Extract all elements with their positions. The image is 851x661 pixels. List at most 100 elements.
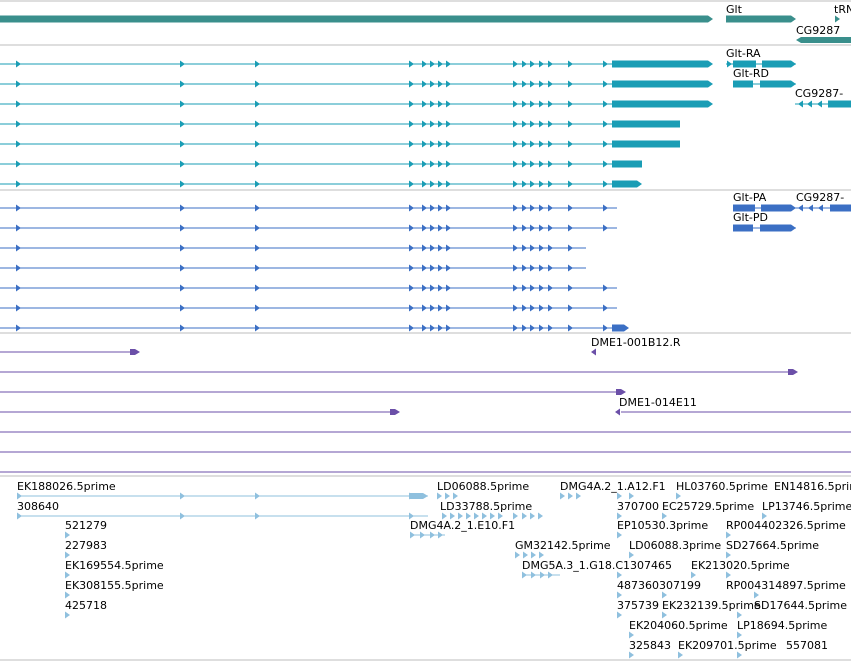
est-feature[interactable]: LP18694.5prime bbox=[737, 619, 828, 632]
est-feature[interactable]: 227983 bbox=[65, 539, 107, 552]
est-label: LP13746.5prime bbox=[762, 500, 851, 513]
est-feature[interactable]: HL03760.5prime bbox=[676, 480, 768, 493]
est-feature[interactable]: DMG4A.2_1.A12.F1 bbox=[560, 480, 666, 493]
protein-row[interactable] bbox=[0, 284, 617, 292]
est-feature[interactable]: 370700 bbox=[617, 500, 659, 513]
transcript-row[interactable] bbox=[0, 180, 642, 188]
est-feature[interactable]: 425718 bbox=[65, 599, 107, 612]
est-feature[interactable]: GM32142.5prime bbox=[515, 539, 611, 552]
est-row[interactable] bbox=[560, 492, 581, 500]
est-feature[interactable]: EP10530.3prime bbox=[617, 519, 708, 532]
est-row[interactable] bbox=[65, 591, 70, 599]
gene-feature-glt[interactable]: Glt bbox=[0, 3, 796, 23]
est-feature[interactable]: LD06088.5prime bbox=[437, 480, 529, 493]
est-row[interactable] bbox=[617, 531, 731, 539]
est-feature[interactable]: 487360307199 bbox=[617, 579, 701, 592]
strand-arrow bbox=[422, 244, 427, 252]
protein-row[interactable] bbox=[0, 304, 617, 312]
transcript-row[interactable] bbox=[0, 100, 713, 108]
est-row[interactable] bbox=[522, 571, 560, 579]
est-feature[interactable]: EK204060.5prime bbox=[629, 619, 728, 632]
est-row[interactable] bbox=[617, 492, 681, 500]
strand-arrow bbox=[530, 324, 535, 332]
strand-arrow bbox=[490, 512, 495, 520]
est-feature[interactable]: LD33788.5prime bbox=[440, 500, 532, 513]
strand-arrow bbox=[409, 160, 414, 168]
est-row[interactable] bbox=[410, 531, 445, 539]
strand-arrow bbox=[603, 120, 608, 128]
est-feature[interactable]: EK209701.5prime bbox=[678, 639, 777, 652]
est-row[interactable] bbox=[17, 512, 428, 520]
est-row[interactable] bbox=[17, 492, 428, 500]
clone-row[interactable] bbox=[0, 349, 140, 355]
protein-row[interactable] bbox=[0, 244, 586, 252]
est-row[interactable] bbox=[65, 531, 70, 539]
protein-row[interactable] bbox=[0, 264, 586, 272]
est-label: 227983 bbox=[65, 539, 107, 552]
strand-arrow bbox=[603, 224, 608, 232]
transcript-glt-ra[interactable]: Glt-RA bbox=[726, 47, 796, 68]
est-row[interactable] bbox=[617, 611, 742, 619]
est-row[interactable] bbox=[65, 571, 70, 579]
est-row[interactable] bbox=[442, 512, 543, 520]
est-feature[interactable]: LD06088.3prime bbox=[629, 539, 721, 552]
est-row[interactable] bbox=[629, 631, 742, 639]
est-row[interactable] bbox=[629, 651, 742, 659]
est-row[interactable] bbox=[617, 512, 767, 520]
strand-arrow bbox=[530, 264, 535, 272]
est-feature[interactable]: RP004314897.5prime bbox=[726, 579, 846, 592]
est-feature[interactable]: EK188026.5prime bbox=[17, 480, 116, 493]
est-feature[interactable]: DMG4A.2_1.E10.F1 bbox=[410, 519, 515, 532]
est-feature[interactable]: DMG5A.3_1.G18.C1307465 bbox=[522, 559, 672, 572]
est-feature[interactable]: 375739 bbox=[617, 599, 659, 612]
exon-block bbox=[733, 80, 753, 88]
clone-dme1-001b12[interactable]: DME1-001B12.R bbox=[591, 336, 681, 356]
protein-row[interactable] bbox=[0, 224, 617, 232]
est-feature[interactable]: EN14816.5prime bbox=[774, 480, 851, 493]
transcript-row[interactable] bbox=[0, 160, 642, 168]
est-feature[interactable]: EK169554.5prime bbox=[65, 559, 164, 572]
protein-row[interactable] bbox=[0, 204, 617, 212]
est-feature[interactable]: EC25729.5prime bbox=[662, 500, 754, 513]
est-row[interactable] bbox=[629, 551, 731, 559]
est-feature[interactable]: EK213020.5prime bbox=[691, 559, 790, 572]
exon-block bbox=[616, 389, 626, 395]
est-feature[interactable]: SD27664.5prime bbox=[726, 539, 819, 552]
est-row[interactable] bbox=[65, 611, 70, 619]
est-feature[interactable]: EK308155.5prime bbox=[65, 579, 164, 592]
est-feature[interactable]: LP13746.5prime bbox=[762, 500, 851, 513]
transcript-row[interactable] bbox=[0, 60, 713, 68]
est-label: LD06088.5prime bbox=[437, 480, 529, 493]
est-feature[interactable]: RP004402326.5prime bbox=[726, 519, 846, 532]
protein-glt-pd[interactable]: Glt-PD bbox=[733, 211, 796, 232]
est-feature[interactable]: SD17644.5prime bbox=[754, 599, 847, 612]
est-row[interactable] bbox=[617, 571, 731, 579]
est-feature[interactable]: 521279 bbox=[65, 519, 107, 532]
clone-row[interactable] bbox=[0, 369, 798, 375]
exon-block bbox=[796, 37, 851, 43]
transcript-label: Glt-RA bbox=[726, 47, 761, 60]
transcript-glt-rd[interactable]: Glt-RD bbox=[733, 67, 796, 88]
protein-cg9287[interactable]: CG9287- bbox=[796, 191, 851, 212]
clone-row[interactable] bbox=[0, 409, 400, 415]
est-row[interactable] bbox=[515, 551, 544, 559]
protein-row[interactable] bbox=[0, 324, 629, 332]
clone-row[interactable] bbox=[0, 389, 626, 395]
transcript-row[interactable] bbox=[0, 120, 680, 128]
est-row[interactable] bbox=[65, 551, 70, 559]
gene-feature-cg9287[interactable]: CG9287 bbox=[796, 24, 851, 43]
est-row[interactable] bbox=[437, 492, 458, 500]
clone-dme1-014e11[interactable]: DME1-014E11 bbox=[615, 396, 851, 416]
est-row[interactable] bbox=[617, 591, 759, 599]
est-feature[interactable]: 325843 bbox=[629, 639, 671, 652]
transcript-cg9287[interactable]: CG9287- bbox=[795, 87, 851, 108]
est-feature[interactable]: 557081 bbox=[786, 639, 828, 652]
transcript-row[interactable] bbox=[0, 80, 713, 88]
est-feature[interactable]: EK232139.5prime bbox=[662, 599, 761, 612]
transcript-row[interactable] bbox=[0, 140, 680, 148]
gene-label: CG9287 bbox=[796, 24, 840, 37]
gene-feature-trna[interactable]: tRN bbox=[834, 3, 851, 23]
exon-block bbox=[612, 60, 713, 68]
protein-glt-pa[interactable]: Glt-PA bbox=[733, 191, 796, 212]
est-feature[interactable]: 308640 bbox=[17, 500, 59, 513]
